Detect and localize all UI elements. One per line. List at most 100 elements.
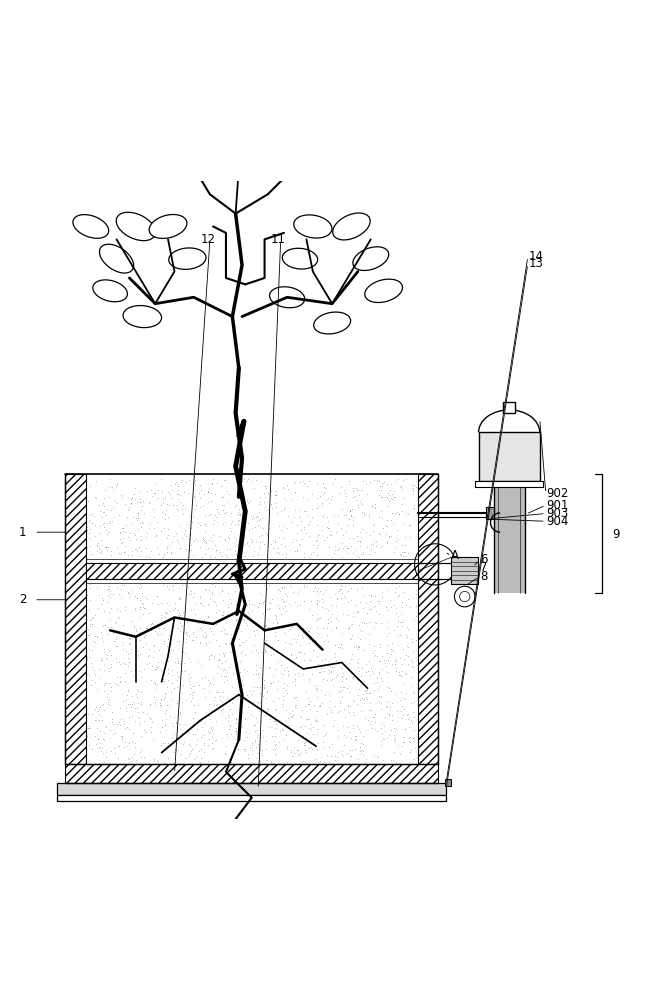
Ellipse shape	[93, 280, 128, 302]
Point	[353, 482, 363, 498]
Point	[264, 577, 274, 593]
Point	[348, 639, 359, 655]
Point	[336, 636, 346, 652]
Point	[393, 578, 404, 594]
Point	[397, 503, 407, 519]
Point	[326, 664, 337, 680]
Point	[136, 728, 146, 744]
Point	[230, 612, 241, 628]
Point	[104, 643, 114, 659]
Point	[159, 636, 169, 652]
Point	[219, 625, 230, 641]
Point	[337, 535, 348, 551]
Point	[166, 730, 176, 746]
Point	[270, 741, 280, 757]
Point	[209, 512, 219, 528]
Point	[99, 683, 109, 699]
Point	[411, 632, 421, 648]
Point	[299, 737, 310, 753]
Point	[312, 620, 322, 636]
Point	[104, 611, 115, 627]
Point	[239, 690, 249, 706]
Point	[250, 519, 260, 535]
Point	[278, 479, 288, 495]
Point	[371, 615, 381, 631]
Point	[156, 662, 166, 678]
Point	[270, 607, 281, 623]
Point	[227, 706, 237, 722]
Point	[124, 502, 134, 518]
Point	[315, 753, 325, 769]
Point	[402, 648, 413, 664]
Point	[226, 636, 237, 652]
Point	[186, 680, 196, 696]
Point	[172, 650, 182, 666]
Point	[230, 498, 240, 514]
Point	[346, 507, 356, 523]
Point	[368, 599, 379, 615]
Point	[159, 689, 170, 705]
Point	[220, 745, 230, 761]
Point	[389, 622, 399, 638]
Point	[377, 584, 387, 600]
Point	[341, 488, 351, 504]
Point	[375, 482, 386, 498]
Point	[136, 498, 146, 514]
Point	[88, 609, 99, 625]
Point	[333, 612, 344, 628]
Point	[169, 744, 179, 760]
Point	[320, 480, 330, 496]
Point	[104, 604, 114, 620]
Point	[117, 617, 128, 633]
Point	[180, 716, 190, 732]
Point	[358, 743, 368, 759]
Point	[318, 507, 328, 523]
Point	[99, 515, 110, 531]
Point	[152, 514, 163, 530]
Point	[354, 721, 364, 737]
Point	[405, 517, 415, 533]
Point	[312, 611, 322, 627]
Point	[239, 608, 249, 624]
Point	[104, 586, 115, 602]
Point	[281, 603, 292, 619]
Point	[391, 653, 401, 669]
Point	[115, 656, 126, 672]
Point	[108, 716, 118, 732]
Text: 904: 904	[546, 515, 569, 528]
Point	[146, 622, 156, 638]
Point	[404, 733, 414, 749]
Point	[108, 652, 119, 668]
Point	[343, 698, 353, 714]
Point	[152, 691, 162, 707]
Point	[326, 597, 336, 613]
Point	[284, 577, 295, 593]
Point	[253, 736, 263, 752]
Point	[233, 673, 243, 689]
Point	[210, 507, 221, 523]
Point	[218, 516, 228, 532]
Point	[295, 508, 305, 524]
Point	[233, 741, 243, 757]
Point	[386, 752, 396, 768]
Point	[103, 578, 114, 594]
Point	[125, 496, 135, 512]
Point	[326, 523, 336, 539]
Point	[315, 697, 325, 713]
Point	[346, 742, 357, 758]
Point	[397, 594, 407, 610]
Point	[127, 543, 137, 559]
Point	[150, 476, 160, 492]
Point	[312, 490, 322, 506]
Point	[150, 694, 160, 710]
Point	[174, 633, 184, 649]
Point	[136, 696, 146, 712]
Point	[359, 507, 370, 523]
Point	[213, 684, 223, 700]
Point	[259, 623, 270, 639]
Point	[191, 531, 201, 547]
Point	[386, 490, 396, 506]
Point	[252, 666, 263, 682]
Point	[92, 628, 102, 644]
Point	[213, 658, 223, 674]
